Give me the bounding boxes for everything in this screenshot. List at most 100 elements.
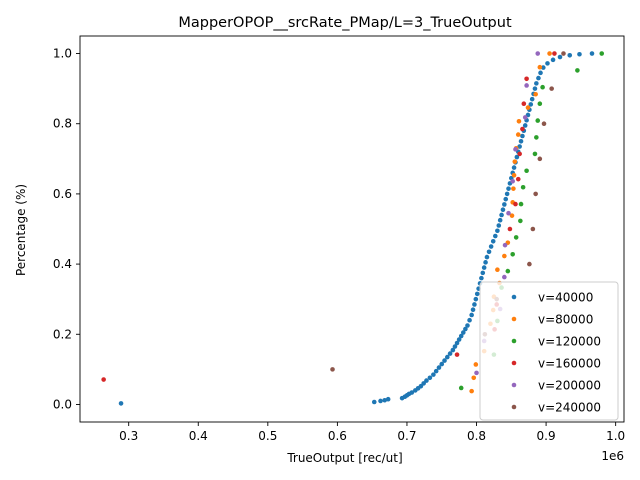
data-point — [589, 51, 595, 56]
y-tick-label: 1.0 — [53, 47, 72, 61]
data-point — [469, 388, 474, 394]
data-point — [503, 196, 509, 202]
data-point — [371, 399, 377, 405]
data-point — [502, 253, 507, 259]
data-point — [537, 156, 543, 162]
data-point — [427, 375, 433, 381]
data-point — [450, 347, 456, 353]
data-point — [452, 344, 458, 349]
data-point — [506, 210, 511, 216]
data-point — [511, 173, 517, 178]
data-point — [513, 235, 519, 240]
data-point — [533, 191, 538, 197]
x-tick-label: 1.0 — [606, 429, 625, 443]
y-axis-label: Percentage (%) — [14, 184, 28, 276]
data-point — [488, 244, 494, 249]
data-point — [484, 254, 490, 260]
x-tick-label: 0.8 — [467, 429, 486, 443]
data-point — [515, 132, 521, 137]
data-point — [504, 191, 510, 197]
data-point — [535, 51, 541, 56]
data-point — [442, 358, 447, 363]
data-point — [507, 226, 513, 232]
data-point — [524, 168, 529, 174]
chart-title: MapperOPOP__srcRate_PMap/L=3_TrueOutput — [178, 15, 512, 31]
data-point — [522, 115, 528, 120]
data-point — [524, 83, 529, 88]
data-point — [474, 291, 480, 297]
data-point — [465, 323, 470, 328]
data-point — [575, 68, 580, 73]
data-point — [445, 354, 450, 360]
data-point — [520, 184, 526, 190]
legend-marker — [511, 316, 517, 322]
data-point — [424, 378, 429, 383]
data-point — [473, 362, 479, 367]
x-tick-label: 0.7 — [397, 429, 416, 443]
data-point — [382, 397, 387, 403]
y-tick-label: 0.2 — [53, 327, 72, 341]
data-point — [463, 326, 468, 332]
data-point — [409, 390, 415, 395]
data-point — [480, 270, 486, 276]
data-point — [506, 186, 511, 191]
data-point — [538, 70, 543, 76]
data-point — [511, 165, 517, 170]
data-point — [456, 337, 462, 342]
data-point — [509, 213, 515, 218]
data-point — [500, 207, 506, 212]
data-point — [378, 398, 383, 404]
data-point — [454, 352, 460, 357]
data-point — [473, 296, 479, 302]
data-point — [479, 275, 484, 281]
data-point — [512, 159, 518, 164]
data-point — [436, 365, 442, 370]
data-point — [458, 333, 464, 339]
x-axis-ticks: 0.3 0.4 0.5 0.6 0.7 0.8 0.9 1.0 — [119, 422, 625, 443]
legend: v=40000 v=80000 v=120000 v=160000 v=200000 v=… — [479, 281, 619, 421]
data-point — [547, 51, 552, 56]
data-point — [527, 261, 532, 267]
data-point — [529, 96, 535, 102]
y-tick-label: 0.0 — [53, 397, 72, 411]
data-point — [511, 186, 516, 191]
legend-marker — [511, 338, 517, 344]
data-point — [532, 151, 538, 157]
legend-marker — [511, 360, 517, 366]
data-point — [530, 226, 536, 232]
data-point — [534, 81, 539, 86]
data-point — [537, 64, 543, 70]
x-tick-label: 0.5 — [258, 429, 277, 443]
data-point — [518, 201, 524, 207]
data-point — [502, 242, 508, 248]
legend-marker — [511, 294, 517, 300]
legend-label: v=120000 — [538, 335, 601, 349]
data-point — [540, 84, 545, 90]
data-point — [513, 201, 518, 207]
data-point — [495, 228, 500, 234]
data-point — [510, 178, 515, 184]
data-point — [541, 121, 547, 127]
axes-frame — [79, 35, 625, 423]
data-point — [385, 396, 391, 402]
y-tick-label: 0.8 — [53, 117, 72, 131]
data-point — [497, 217, 503, 223]
data-point — [524, 76, 529, 82]
data-point — [418, 383, 424, 389]
legend-label: v=240000 — [538, 401, 601, 415]
data-point — [490, 238, 496, 244]
data-point — [545, 61, 550, 66]
data-point — [515, 176, 521, 182]
data-point — [522, 123, 528, 128]
data-point — [499, 212, 504, 218]
data-point — [528, 102, 534, 107]
data-point — [550, 57, 556, 63]
data-point — [536, 75, 541, 81]
data-point — [496, 223, 502, 228]
data-point — [541, 65, 546, 70]
data-point — [561, 51, 566, 56]
x-axis-offset-label: 1e6 — [601, 449, 624, 463]
data-point — [495, 267, 500, 273]
data-point — [567, 53, 573, 58]
